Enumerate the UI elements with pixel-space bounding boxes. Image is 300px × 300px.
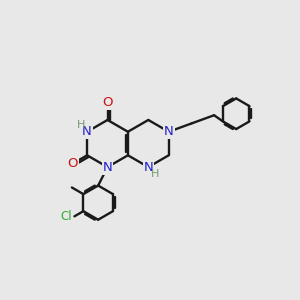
Text: Cl: Cl: [60, 210, 72, 223]
Text: O: O: [67, 157, 78, 170]
Text: N: N: [164, 125, 174, 138]
Text: H: H: [151, 169, 159, 178]
Text: N: N: [103, 160, 112, 174]
Text: N: N: [143, 160, 153, 174]
Text: N: N: [82, 125, 92, 138]
Text: H: H: [76, 120, 85, 130]
Text: O: O: [102, 96, 113, 110]
